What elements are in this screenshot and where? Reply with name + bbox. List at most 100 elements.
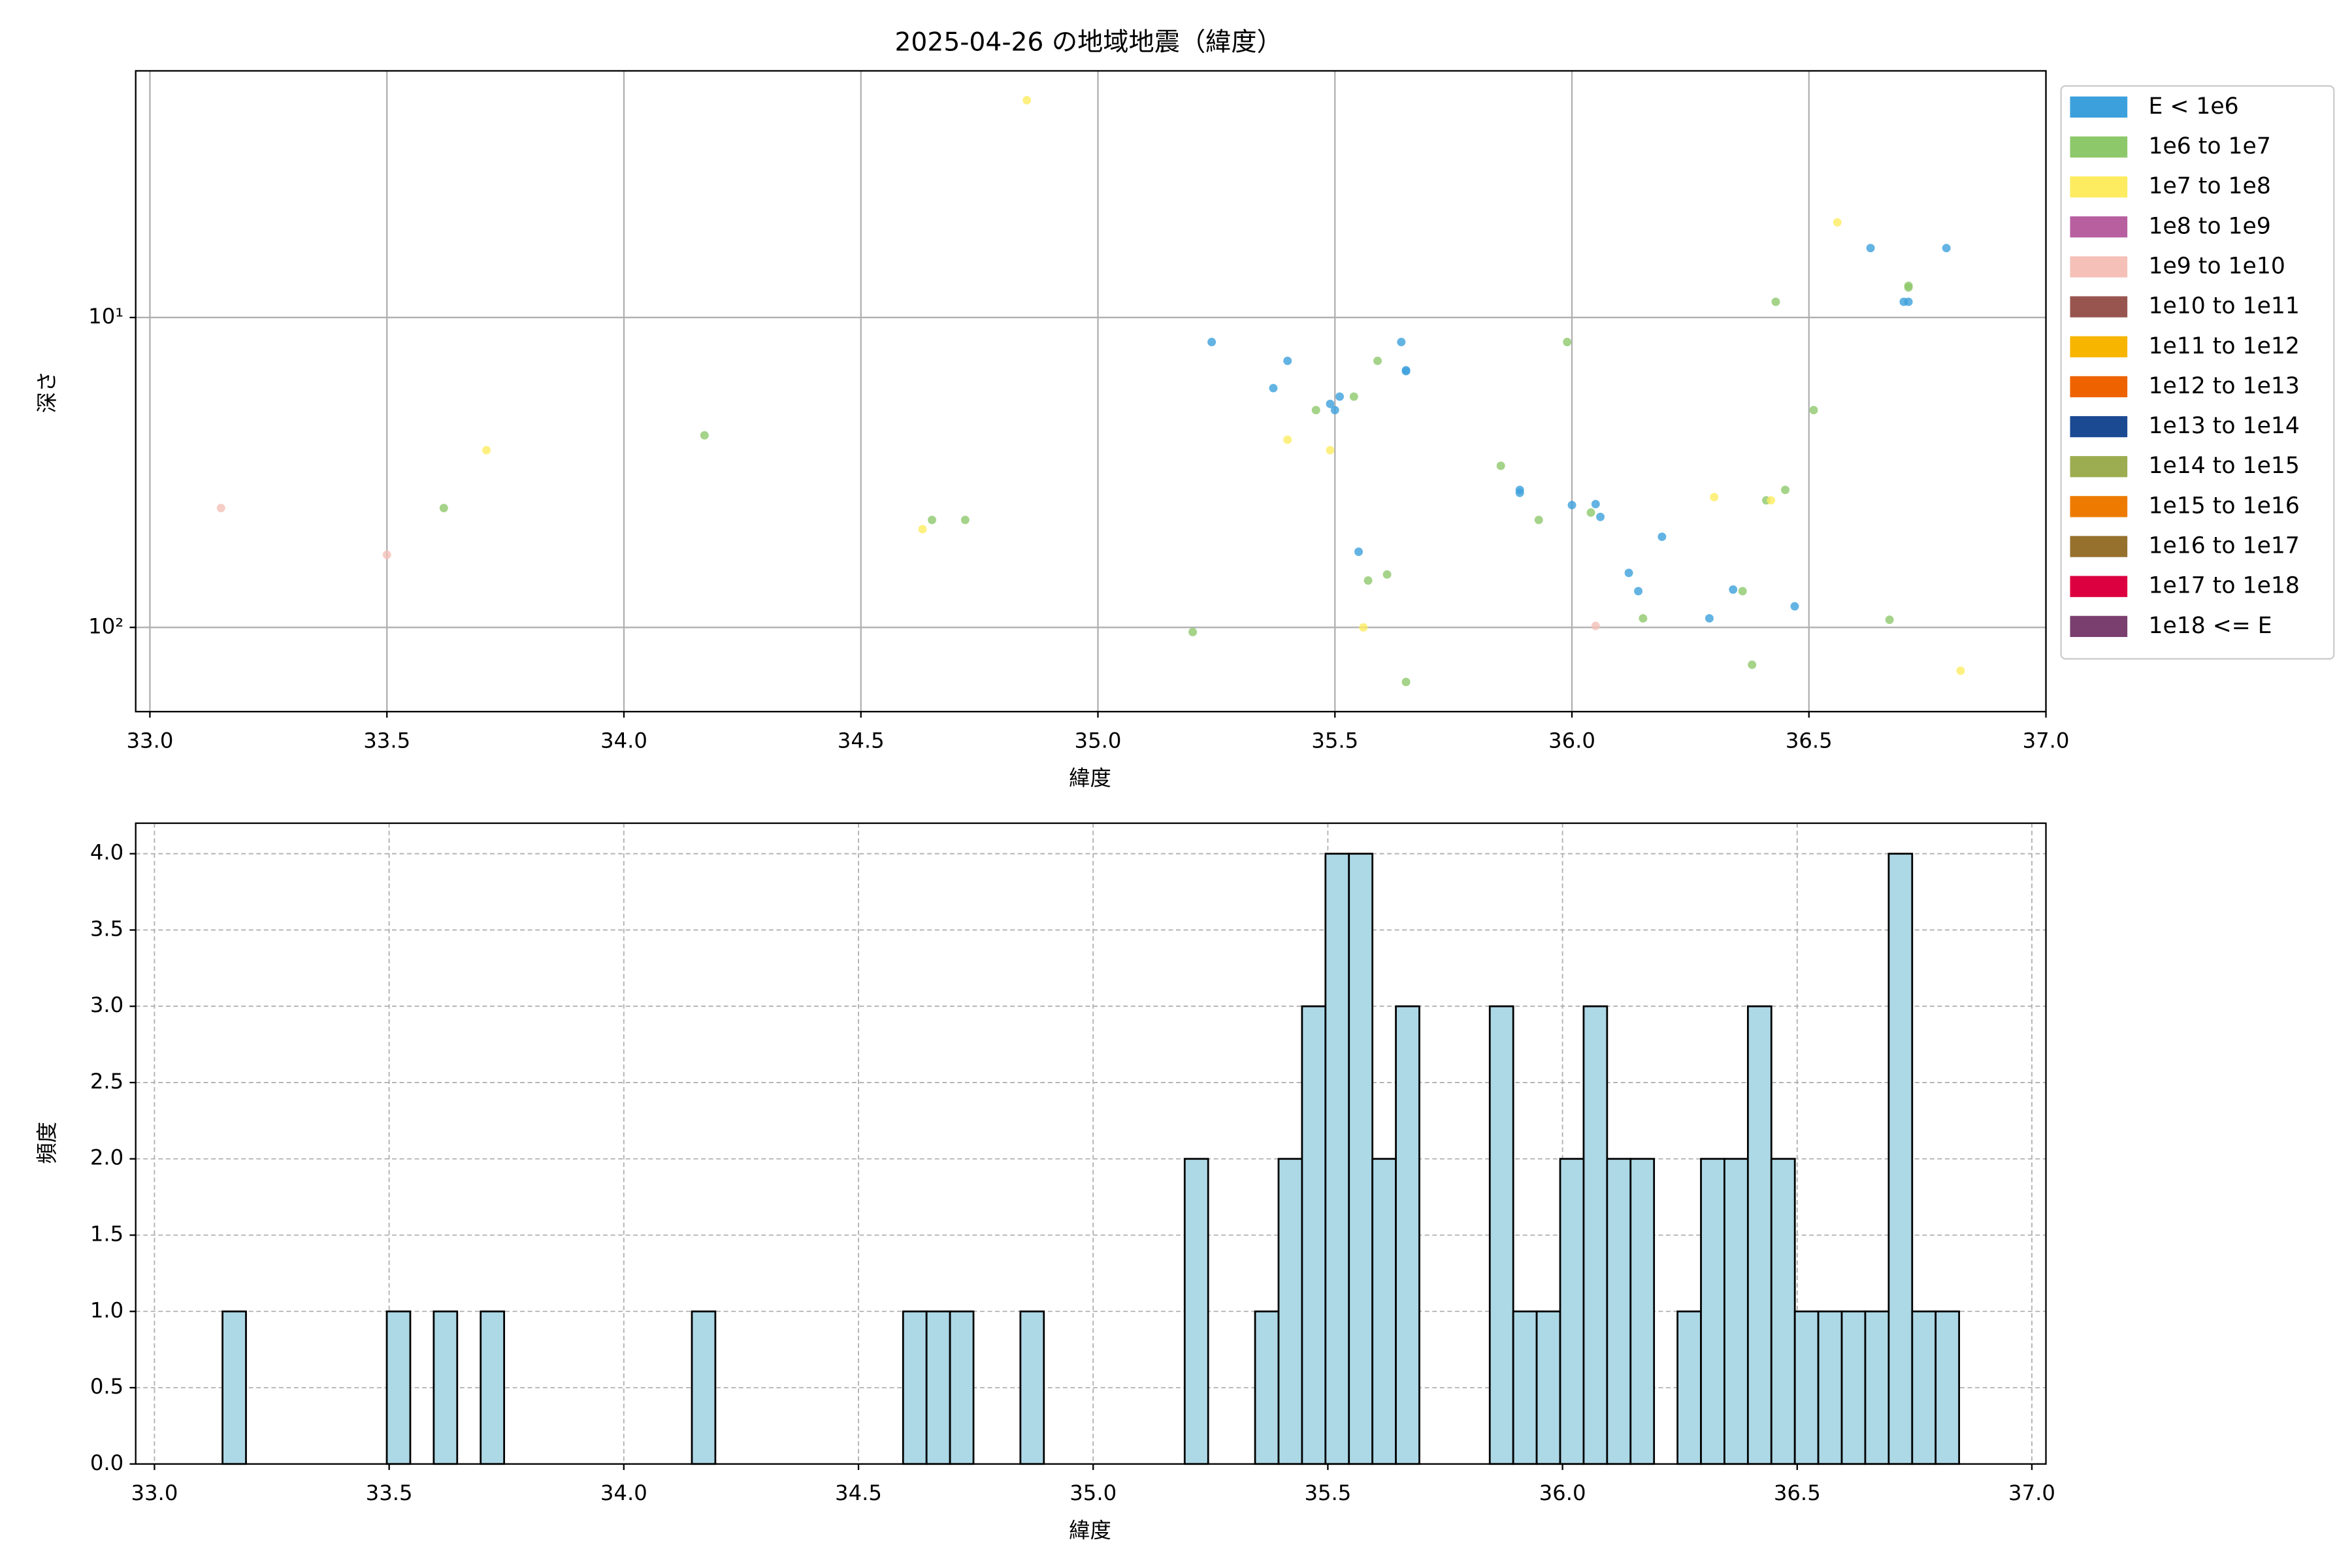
x-tick-label: 33.5 bbox=[363, 728, 410, 753]
bar bbox=[480, 1310, 506, 1465]
bar bbox=[1746, 1005, 1772, 1465]
y-tick-label: 1.5 bbox=[90, 1221, 123, 1246]
legend-label: 1e11 to 1e12 bbox=[2148, 333, 2299, 359]
data-point bbox=[1382, 570, 1392, 579]
data-point bbox=[700, 431, 709, 440]
data-point bbox=[1401, 367, 1411, 376]
plot-frame bbox=[135, 70, 2047, 713]
bar bbox=[1019, 1310, 1045, 1465]
data-point bbox=[1634, 587, 1643, 596]
x-tick-label: 35.5 bbox=[1304, 1480, 1351, 1505]
data-point bbox=[1188, 627, 1198, 636]
x-tick-label: 37.0 bbox=[2008, 1480, 2055, 1505]
data-point bbox=[1283, 356, 1292, 365]
y-axis-label: 頻度 bbox=[35, 1122, 59, 1164]
legend-swatch bbox=[2070, 615, 2128, 637]
data-point bbox=[1354, 547, 1363, 556]
x-axis-label: 緯度 bbox=[1069, 1518, 1111, 1543]
bar bbox=[1488, 1005, 1514, 1465]
y-tick-label: 4.0 bbox=[90, 840, 123, 865]
bar bbox=[1911, 1310, 1937, 1465]
data-point bbox=[1515, 485, 1524, 495]
y-tick-label: 10¹ bbox=[88, 304, 123, 329]
data-point bbox=[1738, 587, 1747, 596]
legend-label: 1e15 to 1e16 bbox=[2148, 493, 2299, 519]
data-point bbox=[1705, 613, 1714, 623]
x-tick-label: 37.0 bbox=[2023, 728, 2070, 753]
x-tick-label: 35.0 bbox=[1075, 728, 1122, 753]
y-tick-label: 3.0 bbox=[90, 992, 123, 1017]
y-tick-label: 2.0 bbox=[90, 1145, 123, 1170]
legend-label: 1e16 to 1e17 bbox=[2148, 533, 2299, 559]
bar bbox=[1793, 1310, 1820, 1465]
data-point bbox=[1790, 602, 1799, 611]
x-tick-label: 33.0 bbox=[126, 728, 173, 753]
legend-label: E < 1e6 bbox=[2148, 93, 2238, 120]
legend: E < 1e6 1e6 to 1e7 1e7 to 1e8 1e8 to 1e9 1e9… bbox=[2060, 85, 2335, 660]
data-point bbox=[1283, 435, 1292, 444]
data-point bbox=[1942, 244, 1951, 253]
bar bbox=[1864, 1310, 1890, 1465]
legend-swatch bbox=[2070, 376, 2128, 398]
x-tick-label: 35.0 bbox=[1070, 1480, 1117, 1505]
data-point bbox=[1567, 500, 1576, 510]
legend-label: 1e12 to 1e13 bbox=[2148, 373, 2299, 399]
bar bbox=[949, 1310, 975, 1465]
legend-label: 1e13 to 1e14 bbox=[2148, 413, 2299, 439]
legend-label: 1e17 to 1e18 bbox=[2148, 573, 2299, 599]
legend-swatch bbox=[2070, 176, 2128, 198]
data-point bbox=[1534, 515, 1543, 525]
bar bbox=[1817, 1310, 1843, 1465]
bar bbox=[1676, 1310, 1702, 1465]
bar bbox=[1723, 1158, 1749, 1465]
data-point bbox=[1326, 446, 1335, 455]
y-tick-label: 1.0 bbox=[90, 1298, 123, 1322]
bar bbox=[1606, 1158, 1632, 1465]
y-tick-label: 0.0 bbox=[90, 1450, 123, 1475]
data-point bbox=[482, 446, 491, 455]
legend-swatch bbox=[2070, 136, 2128, 158]
y-tick-label: 3.5 bbox=[90, 916, 123, 941]
data-point bbox=[1904, 283, 1913, 292]
data-point bbox=[1373, 356, 1382, 365]
data-point bbox=[1207, 338, 1217, 346]
x-tick-label: 34.0 bbox=[600, 1480, 647, 1505]
data-point bbox=[1781, 485, 1789, 495]
legend-swatch bbox=[2070, 536, 2128, 557]
data-point bbox=[1359, 623, 1368, 632]
x-tick-label: 36.0 bbox=[1539, 1480, 1586, 1505]
legend-swatch bbox=[2070, 216, 2128, 238]
plot-frame bbox=[135, 822, 2047, 1465]
legend-swatch bbox=[2070, 96, 2128, 118]
bar bbox=[1535, 1310, 1561, 1465]
bar bbox=[1301, 1005, 1327, 1465]
x-tick-label: 34.0 bbox=[600, 728, 647, 753]
data-point bbox=[1596, 512, 1605, 521]
chart-title: 2025-04-26 の地域地震（緯度） bbox=[894, 27, 1282, 57]
legend-label: 1e14 to 1e15 bbox=[2148, 453, 2299, 479]
data-point bbox=[1771, 297, 1780, 306]
bar bbox=[1935, 1310, 1961, 1465]
legend-label: 1e10 to 1e11 bbox=[2148, 293, 2299, 319]
data-point bbox=[1767, 496, 1776, 505]
data-point bbox=[1591, 500, 1600, 508]
bar bbox=[1887, 853, 1914, 1465]
bar bbox=[1277, 1158, 1303, 1465]
bar bbox=[1254, 1310, 1280, 1465]
x-axis-label: 緯度 bbox=[1069, 766, 1111, 791]
x-tick-label: 34.5 bbox=[835, 1480, 882, 1505]
legend-label: 1e6 to 1e7 bbox=[2148, 133, 2270, 159]
bar bbox=[1371, 1158, 1397, 1465]
legend-label: 1e18 <= E bbox=[2148, 613, 2272, 639]
data-point bbox=[1639, 613, 1648, 623]
data-point bbox=[960, 515, 970, 525]
data-point bbox=[1364, 576, 1373, 585]
data-point bbox=[1809, 406, 1818, 415]
x-tick-label: 36.0 bbox=[1548, 728, 1595, 753]
y-tick-label: 2.5 bbox=[90, 1069, 123, 1094]
data-point bbox=[1591, 621, 1600, 630]
bar bbox=[1770, 1158, 1796, 1465]
legend-swatch bbox=[2070, 496, 2128, 517]
